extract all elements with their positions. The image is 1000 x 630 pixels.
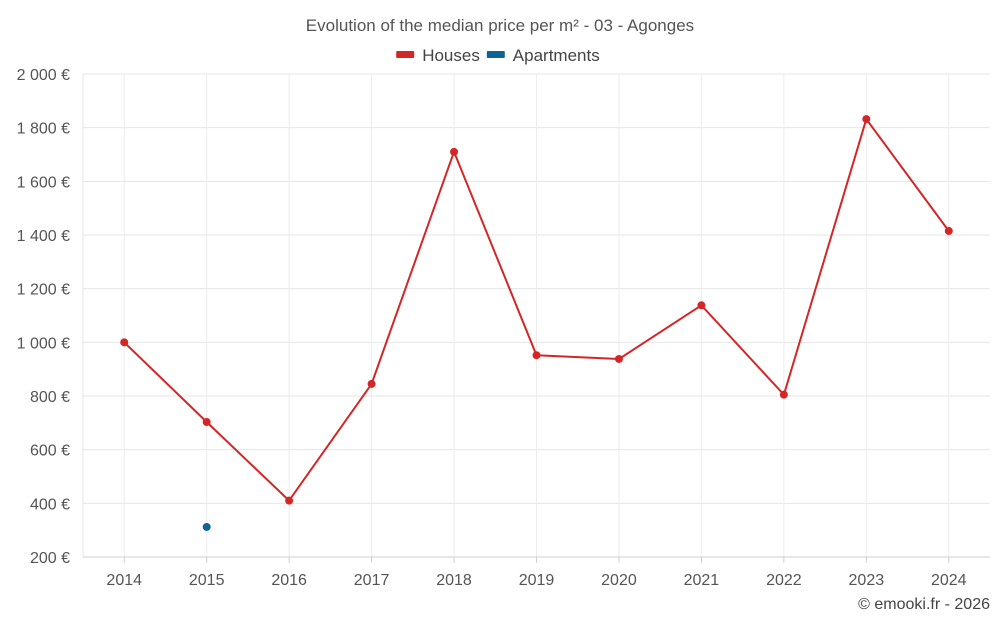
y-tick-label: 2 000 € bbox=[17, 67, 70, 84]
data-point-houses bbox=[367, 379, 376, 388]
grid bbox=[82, 73, 990, 557]
x-tick-label: 2014 bbox=[106, 572, 142, 589]
x-tick-label: 2017 bbox=[354, 572, 390, 589]
data-point-apartments bbox=[202, 522, 211, 531]
y-tick-label: 400 € bbox=[30, 496, 70, 513]
x-tick-label: 2023 bbox=[849, 572, 885, 589]
y-tick-label: 1 600 € bbox=[17, 174, 70, 191]
x-tick-label: 2022 bbox=[766, 572, 802, 589]
x-tick-label: 2021 bbox=[684, 572, 720, 589]
axes: 200 € 400 € 600 € 800 € 1 000 € 1 200 € 1 400 … bbox=[17, 67, 990, 589]
series-layer bbox=[120, 115, 953, 531]
legend-label-apartments: Apartments bbox=[513, 46, 600, 65]
y-tick-label: 200 € bbox=[30, 550, 70, 567]
x-tick-label: 2019 bbox=[519, 572, 555, 589]
data-point-houses bbox=[285, 496, 294, 505]
legend-swatch-apartments bbox=[486, 51, 505, 58]
y-tick-label: 1 200 € bbox=[17, 282, 70, 299]
data-point-houses bbox=[450, 147, 459, 156]
y-tick-label: 600 € bbox=[30, 443, 70, 460]
data-point-houses bbox=[202, 418, 211, 427]
data-point-houses bbox=[120, 338, 129, 347]
legend: Houses Apartments bbox=[396, 46, 600, 65]
legend-label-houses: Houses bbox=[422, 46, 480, 65]
data-point-houses bbox=[944, 226, 953, 235]
data-point-houses bbox=[862, 115, 871, 124]
x-tick-label: 2020 bbox=[601, 572, 637, 589]
data-point-houses bbox=[779, 390, 788, 399]
x-tick-label: 2016 bbox=[271, 572, 307, 589]
x-tick-label: 2015 bbox=[189, 572, 225, 589]
credit-text: © emooki.fr - 2026 bbox=[858, 596, 990, 613]
y-tick-label: 800 € bbox=[30, 389, 70, 406]
data-point-houses bbox=[532, 351, 541, 360]
chart-title: Evolution of the median price per m² - 0… bbox=[306, 16, 694, 35]
x-tick-label: 2018 bbox=[436, 572, 472, 589]
data-point-houses bbox=[614, 354, 623, 363]
y-tick-label: 1 800 € bbox=[17, 121, 70, 138]
x-tick-label: 2024 bbox=[931, 572, 967, 589]
data-point-houses bbox=[697, 301, 706, 310]
y-tick-label: 1 000 € bbox=[17, 335, 70, 352]
y-tick-label: 1 400 € bbox=[17, 228, 70, 245]
legend-swatch-houses bbox=[396, 51, 415, 58]
